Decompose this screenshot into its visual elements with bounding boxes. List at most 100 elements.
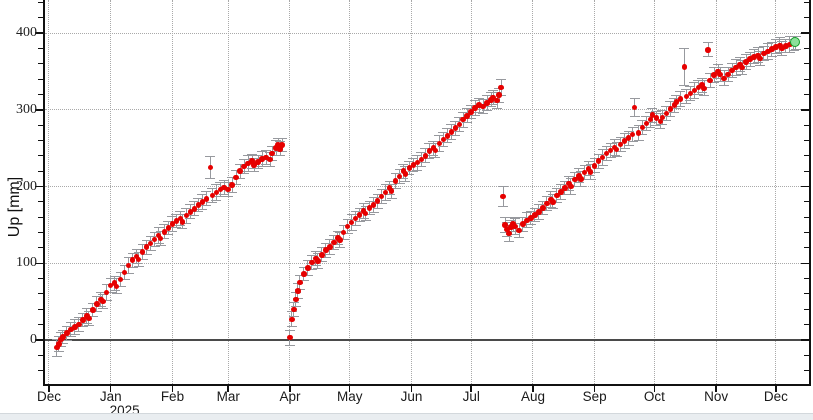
data-point (468, 109, 474, 115)
error-bar-cap (376, 202, 387, 204)
error-bar-cap (267, 146, 278, 148)
error-bar-cap (51, 338, 62, 340)
error-bar-cap (713, 77, 724, 79)
error-bar-cap (521, 227, 532, 229)
error-bar-cap (109, 289, 120, 291)
data-point (585, 166, 592, 172)
error-bar-cap (312, 252, 323, 254)
error-bar-cap (354, 221, 365, 223)
error-bar-cap (784, 51, 795, 53)
error-bar-cap (119, 278, 130, 280)
error-bar-cap (189, 201, 200, 203)
data-point (725, 71, 731, 78)
error-bar-cap (529, 207, 540, 209)
data-point (717, 71, 723, 78)
error-bar-cap (153, 227, 164, 229)
data-point (213, 189, 220, 196)
y-minor-tick (804, 324, 809, 326)
x-month-tick (348, 386, 351, 392)
error-bar-cap (328, 235, 339, 237)
data-point (506, 230, 512, 237)
data-point (500, 193, 506, 200)
error-bar-cap (53, 335, 64, 337)
error-bar-cap (219, 179, 230, 181)
data-point (90, 307, 96, 313)
error-bar-cap (153, 242, 164, 244)
error-bar-cap (766, 55, 777, 57)
y-minor-tick (804, 78, 809, 80)
data-point (715, 68, 721, 75)
data-point (707, 77, 713, 84)
error-bar-cap (679, 84, 690, 86)
error-bar-cap (306, 255, 317, 257)
data-point (460, 116, 466, 123)
data-point (566, 180, 572, 187)
error-bar-cap (201, 205, 212, 207)
error-bar-cap (302, 275, 313, 277)
error-bar-cap (713, 63, 724, 65)
error-bar-cap (163, 234, 174, 236)
data-point (217, 186, 224, 193)
error-bar-cap (745, 65, 756, 67)
error-bar-cap (115, 271, 126, 273)
error-bar-cap (502, 235, 513, 237)
error-bar-cap (111, 293, 122, 295)
gridline-100mm (45, 262, 809, 264)
error-bar-cap (346, 214, 357, 216)
error-bar-cap (294, 275, 305, 277)
error-bar-cap (629, 116, 640, 118)
data-point (695, 84, 701, 91)
data-point (508, 224, 514, 230)
error-bar-cap (753, 62, 763, 64)
error-bar-cap (227, 176, 238, 178)
data-point (617, 141, 624, 148)
error-bar-cap (149, 232, 160, 234)
y-minor-tick (804, 247, 809, 249)
error-bar-cap (731, 74, 742, 76)
data-point (687, 90, 694, 97)
error-bar-cap (651, 124, 662, 126)
data-point (765, 48, 771, 55)
error-bar-cap (257, 150, 268, 152)
error-bar-cap (350, 225, 361, 227)
data-point (761, 50, 767, 57)
y-minor-tick (804, 293, 809, 295)
error-bar-cap (719, 85, 730, 87)
data-point (386, 185, 393, 191)
data-point (135, 256, 142, 263)
error-bar-cap (551, 188, 562, 190)
error-bar-cap (446, 139, 457, 141)
error-bar-cap (131, 262, 142, 264)
error-bar-cap (533, 219, 544, 221)
y-minor-tick (804, 170, 809, 172)
data-point (295, 288, 301, 294)
data-point (151, 236, 158, 243)
error-bar-cap (123, 257, 134, 259)
y-minor-tick (38, 124, 43, 126)
error-bar-cap (774, 52, 785, 54)
data-point (578, 176, 584, 182)
error-bar-cap (97, 294, 108, 296)
x-tick-label: Apr (279, 389, 301, 404)
data-point (528, 215, 534, 221)
error-bar-cap (253, 154, 264, 156)
data-point (691, 87, 698, 94)
error-bar-cap (338, 225, 349, 227)
error-bar-cap (249, 171, 260, 173)
data-point (100, 298, 106, 305)
error-bar-cap (755, 50, 765, 52)
gridline-month (410, 0, 412, 384)
error-bar-cap (159, 238, 170, 240)
error-bar-cap (83, 324, 94, 326)
y-minor-tick (804, 201, 809, 203)
error-bar-cap (368, 196, 379, 198)
error-bar-cap (498, 186, 509, 187)
error-bar-cap (478, 99, 489, 101)
error-bar-cap (316, 247, 327, 249)
y-major-tick (801, 262, 809, 265)
error-bar-cap (669, 97, 680, 99)
data-point (362, 210, 369, 217)
data-point (165, 225, 172, 231)
data-point (209, 192, 216, 199)
error-bar-cap (197, 209, 208, 211)
